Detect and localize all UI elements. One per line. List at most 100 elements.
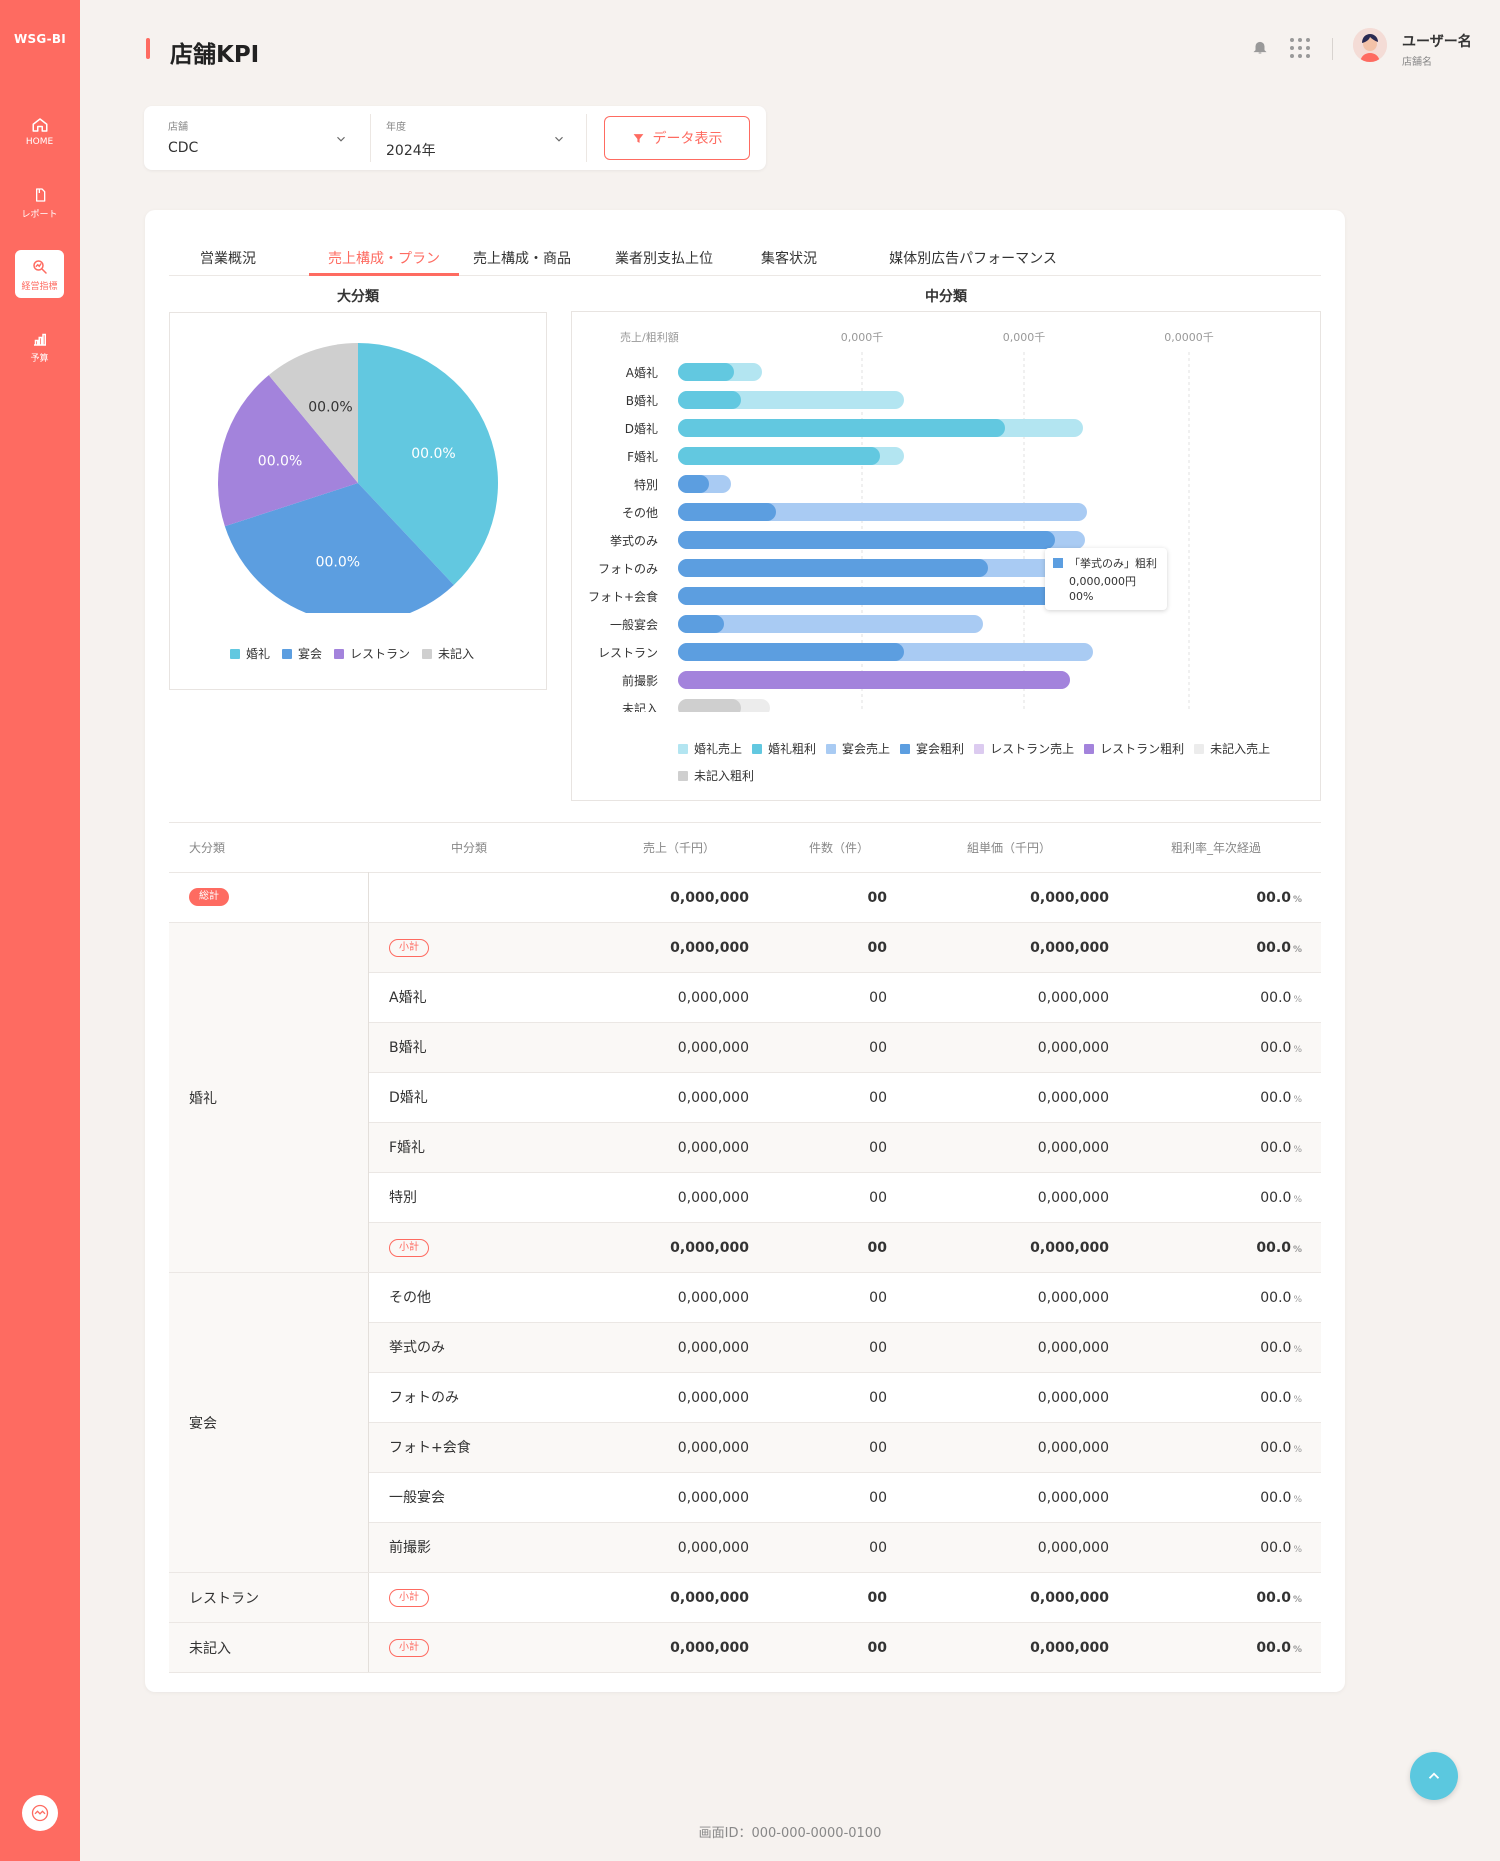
tab-sales-product[interactable]: 売上構成・商品	[473, 251, 571, 267]
sales-cell: 0,000,000	[677, 1090, 749, 1106]
pie-slice-宴会[interactable]	[224, 483, 454, 613]
bar-sales[interactable]	[678, 615, 983, 633]
bar-axis-label: 売上/粗利額	[620, 331, 679, 344]
bar-profit[interactable]	[678, 363, 734, 381]
store-select[interactable]: 店舗 CDC	[168, 118, 348, 160]
column-header[interactable]: 組単価（千円）	[966, 841, 1051, 855]
bar-profit[interactable]	[678, 643, 904, 661]
legend-item[interactable]: レストラン売上	[974, 736, 1074, 762]
tab-media-ads[interactable]: 媒体別広告パフォーマンス	[889, 251, 1057, 267]
bar-profit[interactable]	[678, 559, 988, 577]
legend-item[interactable]: 宴会売上	[826, 736, 890, 762]
unit-price-cell: 0,000,000	[1030, 1240, 1109, 1256]
year-select-value: 2024年	[386, 143, 436, 159]
legend-item[interactable]: レストラン粗利	[1084, 736, 1184, 762]
unit-price-cell: 0,000,000	[1037, 1540, 1109, 1556]
pie-chart-legend: 婚礼 宴会 レストラン 未記入	[170, 645, 546, 662]
column-header[interactable]: 大分類	[189, 841, 226, 855]
kpi-card: 営業概況 売上構成・プラン 売上構成・商品 業者別支払上位 集客状況 媒体別広告…	[145, 210, 1345, 1692]
count-cell: 00	[867, 1240, 887, 1256]
pie-chart-panel: 00.0% 00.0% 00.0% 00.0% 婚礼 宴会 レストラン 未記入	[169, 312, 547, 690]
bar-profit[interactable]	[678, 615, 724, 633]
table-total-row: 0,000,000 00 0,000,000 00.0%	[169, 872, 1321, 922]
user-store: 店舗名	[1402, 57, 1432, 68]
margin-rate-cell: 00.0%	[1260, 1540, 1302, 1556]
tab-sales-plan[interactable]: 売上構成・プラン	[309, 248, 459, 276]
count-cell: 00	[869, 1490, 887, 1506]
nav-kpi-label: 経営指標	[21, 282, 58, 292]
tab-customer[interactable]: 集客状況	[761, 251, 817, 267]
count-cell: 00	[869, 1290, 887, 1306]
status-icon[interactable]	[22, 1795, 58, 1831]
column-header[interactable]: 売上（千円）	[642, 841, 715, 855]
store-select-caption: 店舗	[168, 122, 188, 133]
bar-chart: 売上/粗利額 0,000千 0,000千 0,0000千 A婚礼 B婚礼 D婚礼 F婚礼特別そ…	[588, 331, 1214, 712]
apps-grid-icon[interactable]	[1289, 37, 1311, 63]
legend-item[interactable]: 未記入粗利	[678, 763, 754, 789]
pie-chart: 00.0% 00.0% 00.0% 00.0%	[218, 343, 499, 613]
legend-item[interactable]: レストラン	[334, 645, 410, 662]
subcategory-name: D婚礼	[389, 1090, 428, 1106]
show-data-button[interactable]: データ表示	[604, 116, 750, 160]
bar-profit[interactable]	[678, 699, 741, 712]
bar-profit[interactable]	[678, 391, 741, 409]
nav-budget[interactable]: 予算	[15, 322, 64, 370]
count-cell: 00	[869, 990, 887, 1006]
legend-item[interactable]: 宴会	[281, 645, 322, 662]
scroll-to-top-button[interactable]	[1410, 1752, 1458, 1800]
legend-item[interactable]: 未記入	[422, 645, 474, 662]
subcategory-name: 前撮影	[389, 1540, 431, 1556]
chart-search-icon	[32, 260, 47, 274]
avatar[interactable]	[1353, 28, 1387, 62]
tab-sales-overview[interactable]: 営業概況	[200, 251, 256, 267]
subcategory-name: 一般宴会	[389, 1490, 445, 1506]
bar-sales[interactable]	[678, 503, 1087, 521]
year-select[interactable]: 年度 2024年	[386, 118, 566, 160]
brand-logo: WSG-BI	[13, 32, 67, 46]
bar-profit[interactable]	[678, 531, 1055, 549]
nav-report[interactable]: レポート	[15, 178, 64, 226]
bar-tick-label: 0,000千	[1003, 331, 1046, 344]
count-cell: 00	[867, 1640, 887, 1656]
column-header[interactable]: 件数（件）	[808, 841, 869, 855]
pie-slice-レストラン[interactable]	[218, 375, 358, 527]
category-cell: 宴会	[169, 1273, 369, 1572]
bell-icon[interactable]	[1252, 38, 1268, 60]
column-header[interactable]: 中分類	[450, 841, 487, 855]
filter-icon	[633, 133, 643, 143]
margin-rate-cell: 00.0%	[1256, 1590, 1302, 1606]
margin-rate-cell: 00.0%	[1260, 990, 1302, 1006]
nav-home[interactable]: HOME	[15, 108, 64, 156]
tab-vendor-payment[interactable]: 業者別支払上位	[615, 251, 713, 267]
pie-slice-未記入[interactable]	[268, 343, 358, 483]
bar-profit[interactable]	[678, 475, 709, 493]
chevron-down-icon	[337, 136, 345, 142]
bar-profit[interactable]	[678, 671, 1070, 689]
bar-profit[interactable]	[678, 503, 776, 521]
legend-item[interactable]: 未記入売上	[1194, 736, 1270, 762]
user-name[interactable]: ユーザー名	[1402, 34, 1472, 50]
pie-slice-婚礼[interactable]	[358, 343, 499, 586]
sales-cell: 0,000,000	[677, 1290, 749, 1306]
bar-category-label: F婚礼	[627, 449, 658, 464]
unit-price-cell: 0,000,000	[1037, 990, 1109, 1006]
column-header[interactable]: 粗利率_年次経過	[1170, 841, 1261, 855]
margin-rate-cell: 00.0%	[1256, 1640, 1302, 1656]
unit-price-cell: 0,000,000	[1037, 1290, 1109, 1306]
legend-item[interactable]: 宴会粗利	[900, 736, 964, 762]
unit-price-cell: 0,000,000	[1037, 1140, 1109, 1156]
legend-item[interactable]: 婚礼	[229, 645, 270, 662]
header-divider	[1332, 38, 1333, 60]
legend-item[interactable]: 婚礼売上	[678, 736, 742, 762]
nav-kpi[interactable]: 経営指標	[15, 250, 64, 298]
table-row: 特別 0,000,000 00 0,000,000 00.0%	[169, 1172, 1321, 1222]
bar-profit[interactable]	[678, 419, 1005, 437]
unit-price-cell: 0,000,000	[1037, 1490, 1109, 1506]
bar-profit[interactable]	[678, 587, 1113, 605]
subtotal-badge: 小計	[389, 1239, 429, 1257]
legend-item[interactable]: 婚礼粗利	[752, 736, 816, 762]
bar-profit[interactable]	[678, 447, 880, 465]
sales-cell: 0,000,000	[677, 1390, 749, 1406]
sales-cell: 0,000,000	[670, 940, 749, 956]
store-select-value: CDC	[168, 140, 199, 156]
